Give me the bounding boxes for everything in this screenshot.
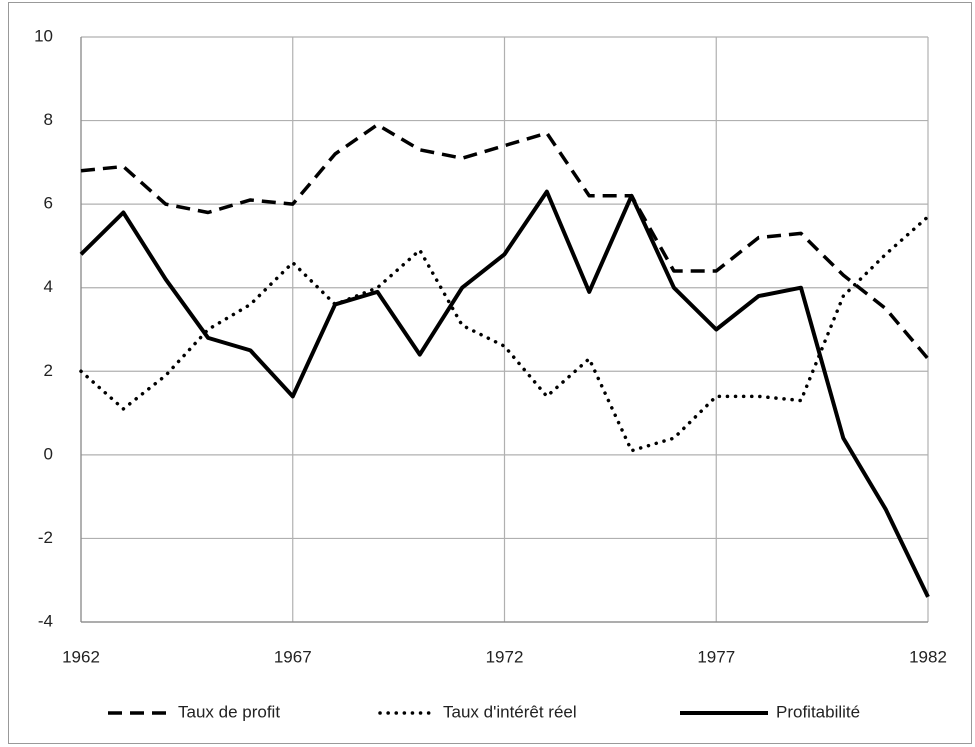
y-tick-label: 0 — [44, 444, 53, 463]
y-tick-label: 10 — [34, 26, 53, 45]
legend-label: Taux de profit — [178, 702, 280, 721]
series-line — [79, 189, 930, 598]
y-tick-label: -4 — [38, 611, 53, 630]
legend-label: Taux d'intérêt réel — [443, 702, 577, 721]
chart-frame — [8, 2, 972, 744]
y-tick-label: -2 — [38, 528, 53, 547]
x-tick-label: 1977 — [697, 647, 735, 666]
legend-label: Profitabilité — [776, 702, 860, 721]
y-tick-label: 2 — [44, 361, 53, 380]
x-tick-label: 1962 — [62, 647, 100, 666]
x-tick-label: 1972 — [486, 647, 524, 666]
y-tick-label: 6 — [44, 194, 53, 213]
x-tick-label: 1967 — [274, 647, 312, 666]
y-tick-label: 4 — [44, 277, 53, 296]
y-tick-label: 8 — [44, 110, 53, 129]
series-line — [80, 123, 930, 360]
x-tick-label: 1982 — [909, 647, 947, 666]
